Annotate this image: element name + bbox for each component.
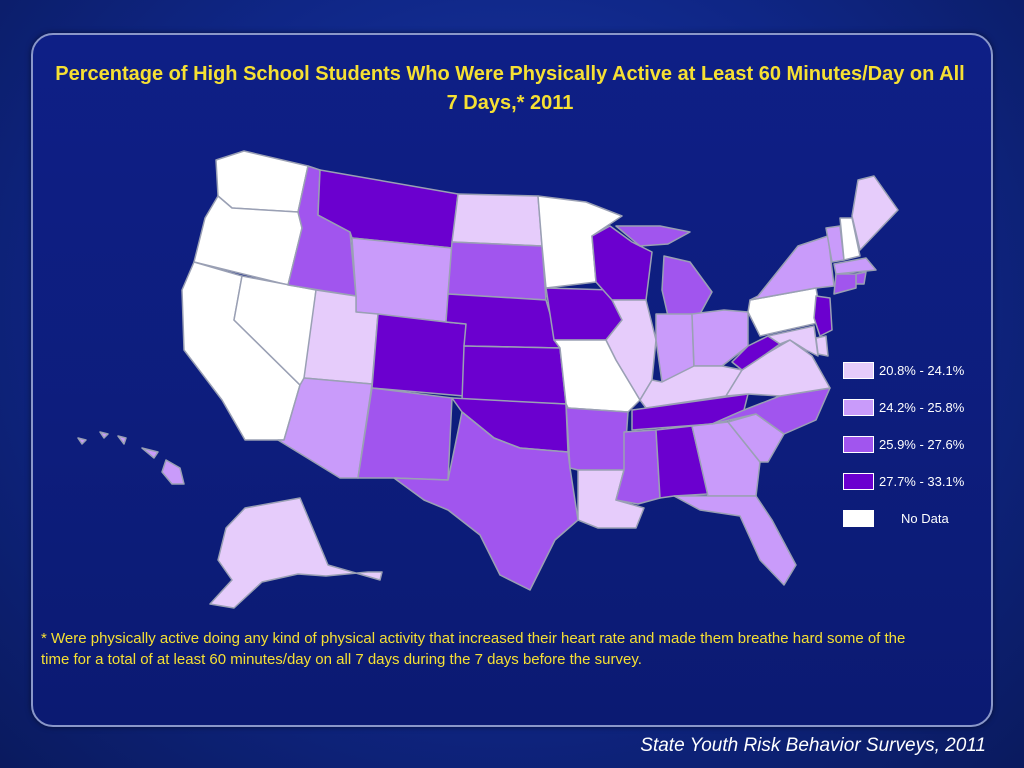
state-tx bbox=[393, 411, 579, 591]
legend-label-3: 25.9% - 27.6% bbox=[879, 437, 965, 452]
state-fl bbox=[673, 495, 797, 586]
legend-entry-3: 25.9% - 27.6% bbox=[843, 436, 993, 473]
state-sd bbox=[447, 241, 547, 301]
footnote: * Were physically active doing any kind … bbox=[41, 630, 906, 668]
map-title: Percentage of High School Students Who W… bbox=[55, 63, 965, 114]
state-nm bbox=[357, 387, 453, 481]
state-wa bbox=[215, 150, 309, 213]
state-ak bbox=[209, 497, 383, 609]
state-ny bbox=[749, 235, 835, 301]
legend-label-4: 27.7% - 33.1% bbox=[879, 474, 965, 489]
state-nh bbox=[839, 217, 861, 261]
source-citation: State Youth Risk Behavior Surveys, 2011 bbox=[640, 735, 986, 756]
legend-swatch-1 bbox=[843, 362, 874, 379]
state-mi bbox=[661, 255, 713, 317]
state-wy bbox=[351, 237, 453, 323]
legend-swatch-nodata bbox=[843, 510, 874, 527]
state-ar bbox=[565, 403, 629, 471]
legend-swatch-2 bbox=[843, 399, 874, 416]
state-wi bbox=[591, 225, 653, 301]
state-md bbox=[767, 325, 819, 357]
map-legend: 20.8% - 24.1% 24.2% - 25.8% 25.9% - 27.6… bbox=[843, 362, 993, 547]
legend-entry-2: 24.2% - 25.8% bbox=[843, 399, 993, 436]
state-ga bbox=[691, 421, 761, 497]
state-ri bbox=[855, 271, 867, 285]
state-mi-upper bbox=[615, 225, 691, 247]
state-ct bbox=[833, 273, 857, 295]
state-nj bbox=[813, 295, 833, 337]
legend-entry-nodata: No Data bbox=[843, 510, 993, 547]
legend-label-2: 24.2% - 25.8% bbox=[879, 400, 965, 415]
legend-swatch-4 bbox=[843, 473, 874, 490]
state-nd bbox=[451, 193, 543, 247]
state-ma bbox=[833, 257, 877, 275]
legend-label-1: 20.8% - 24.1% bbox=[879, 363, 965, 378]
state-al bbox=[655, 425, 709, 499]
legend-entry-4: 27.7% - 33.1% bbox=[843, 473, 993, 510]
state-hi bbox=[77, 431, 185, 485]
state-co bbox=[371, 313, 467, 397]
legend-label-nodata: No Data bbox=[901, 511, 949, 526]
legend-entry-1: 20.8% - 24.1% bbox=[843, 362, 993, 399]
state-ks bbox=[461, 345, 567, 405]
legend-swatch-3 bbox=[843, 436, 874, 453]
state-me bbox=[851, 175, 899, 251]
